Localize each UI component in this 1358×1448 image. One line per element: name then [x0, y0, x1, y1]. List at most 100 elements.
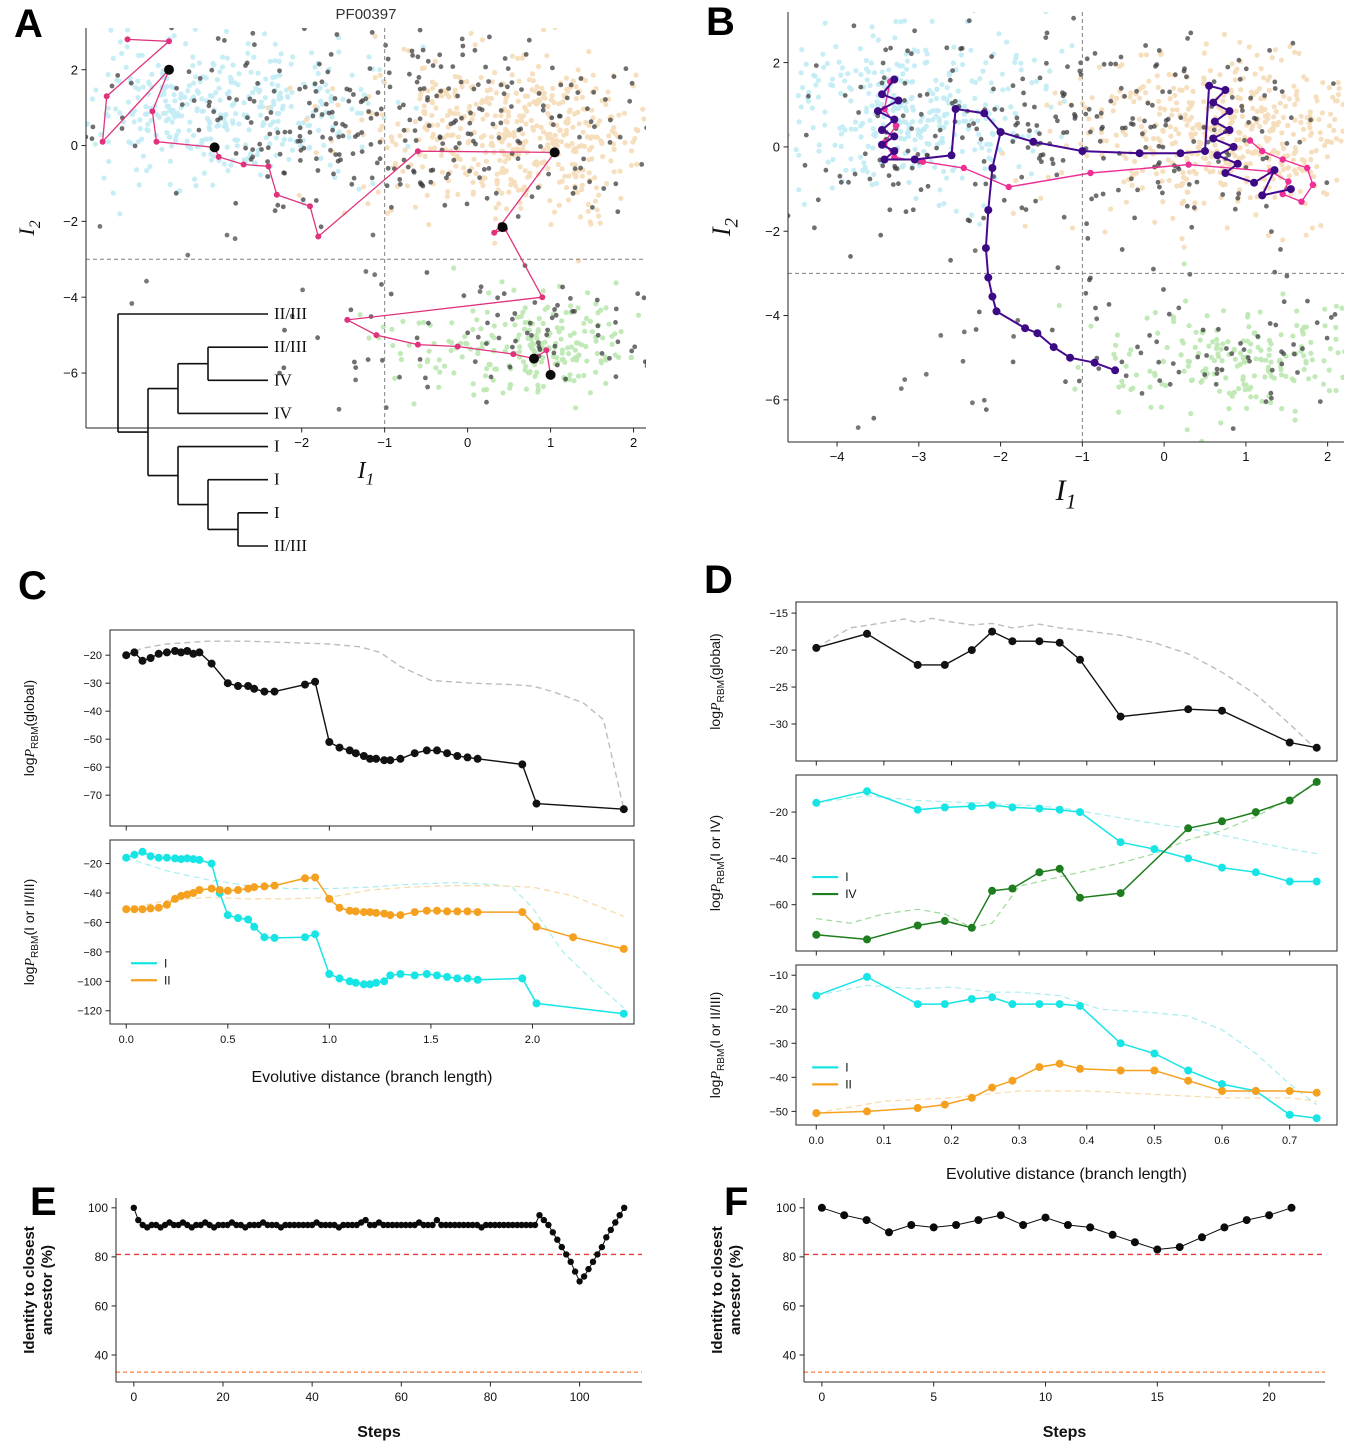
cluster-natural-gray-bottom: [277, 270, 646, 410]
svg-text:0: 0: [1161, 449, 1168, 464]
svg-text:−1: −1: [377, 435, 392, 450]
chart-f: 0 5 10 15 20 40 60 80 100 Steps Identity to closes…: [709, 1198, 1325, 1441]
svg-text:IV: IV: [274, 370, 293, 389]
svg-text:Steps: Steps: [1043, 1424, 1087, 1441]
svg-text:−40: −40: [83, 888, 102, 900]
series-logp-II: [812, 1059, 1321, 1118]
svg-text:2.0: 2.0: [525, 1034, 540, 1046]
cluster-family-I: [265, 28, 646, 264]
panel-e-letter: E: [30, 1180, 57, 1224]
series-II-reference-dashed: [816, 1090, 1317, 1114]
plot-area: [122, 847, 628, 1018]
svg-text:60: 60: [95, 1299, 109, 1313]
svg-text:40: 40: [95, 1348, 109, 1362]
cluster-family-II-III: [86, 28, 426, 217]
series-IV-reference-dashed: [816, 783, 1317, 929]
svg-text:80: 80: [484, 1390, 498, 1404]
series-logp-IV: [812, 777, 1321, 944]
svg-text:−25: −25: [769, 682, 788, 694]
legend: III: [130, 956, 171, 987]
series-evolutive-path-purple-main: [873, 75, 1295, 200]
svg-text:0: 0: [464, 435, 471, 450]
svg-text:−4: −4: [830, 449, 845, 464]
svg-text:−3: −3: [911, 449, 926, 464]
svg-text:I2: I2: [14, 220, 44, 236]
cluster-family-IV: [357, 265, 642, 411]
ancestor-points-black: [164, 64, 560, 380]
series-evolutive-path-purple-branch: [981, 128, 1120, 375]
svg-text:IV: IV: [845, 887, 856, 901]
panel-a-latent-scatter: −2 −1 0 1 2 2 0 −2 −4 −6 PF00397 I1 I2 II/III II/III IV…: [6, 2, 658, 562]
panel-c-letter: C: [18, 564, 47, 608]
svg-text:40: 40: [305, 1390, 319, 1404]
svg-text:−1: −1: [1075, 449, 1090, 464]
svg-text:−60: −60: [83, 762, 102, 774]
svg-text:I1: I1: [357, 458, 375, 489]
svg-text:−2: −2: [993, 449, 1008, 464]
svg-text:−40: −40: [83, 706, 102, 718]
chart-d-sub0: −15 −20 −25 −30 logPRBM(global): [707, 601, 1338, 766]
svg-text:I: I: [845, 1060, 848, 1074]
svg-text:logPRBM(global): logPRBM(global): [707, 633, 727, 729]
svg-text:−4: −4: [63, 290, 78, 305]
chart-a: −2 −1 0 1 2 2 0 −2 −4 −6 PF00397 I1 I2 II/III II/III IV…: [14, 6, 646, 555]
cluster-natural-gray-top: [788, 12, 1336, 277]
cluster-natural-gray-sparse: [855, 248, 1021, 430]
svg-text:40: 40: [783, 1348, 797, 1362]
svg-text:1: 1: [547, 435, 554, 450]
svg-text:20: 20: [1262, 1390, 1276, 1404]
svg-text:1.5: 1.5: [423, 1034, 438, 1046]
svg-text:−20: −20: [769, 645, 788, 657]
plot-area: [788, 12, 1344, 442]
svg-text:0: 0: [71, 138, 78, 153]
panel-f-identity-plot: 0 5 10 15 20 40 60 80 100 Steps Identity to closes…: [700, 1186, 1355, 1444]
panel-f-letter: F: [724, 1180, 749, 1224]
svg-text:ancestor (%): ancestor (%): [39, 1245, 56, 1335]
svg-text:I: I: [845, 870, 848, 884]
plot-area: [812, 972, 1321, 1123]
series-logp-global: [812, 627, 1321, 752]
chart-b: −4 −3 −2 −1 0 1 2 2 0 −2 −4 −6 I1 I2: [707, 12, 1344, 513]
svg-text:0.5: 0.5: [220, 1034, 235, 1046]
svg-text:5: 5: [930, 1390, 937, 1404]
svg-text:0.0: 0.0: [119, 1034, 134, 1046]
svg-text:0.3: 0.3: [1012, 1135, 1027, 1147]
svg-text:I2: I2: [707, 218, 742, 237]
svg-text:−50: −50: [769, 1106, 788, 1118]
svg-text:0.2: 0.2: [944, 1135, 959, 1147]
svg-text:1: 1: [1242, 449, 1249, 464]
svg-text:0.7: 0.7: [1282, 1135, 1297, 1147]
svg-text:0.0: 0.0: [809, 1135, 824, 1147]
axes: 0 5 10 15 20 40 60 80 100: [776, 1198, 1325, 1404]
svg-text:0.1: 0.1: [876, 1135, 891, 1147]
panel-b-letter: B: [706, 0, 735, 44]
svg-text:II/III: II/III: [274, 536, 307, 555]
svg-text:Evolutive distance (branch len: Evolutive distance (branch length): [946, 1166, 1187, 1183]
svg-text:60: 60: [395, 1390, 409, 1404]
axes: 0.0 0.5 1.0 1.5 2.0 −20 −40 −60 −80 −100 −120: [77, 839, 635, 1046]
plot-area: [804, 1203, 1325, 1373]
svg-text:−50: −50: [83, 734, 102, 746]
series-I-reference-dashed: [126, 857, 625, 1009]
plot-area: [122, 640, 628, 814]
plot-area: [812, 777, 1321, 944]
series-II-reference-dashed: [126, 884, 625, 918]
series-identity-series: [130, 1204, 628, 1285]
plot-area: [86, 28, 646, 428]
svg-text:15: 15: [1151, 1390, 1165, 1404]
svg-text:ancestor (%): ancestor (%): [727, 1245, 744, 1335]
svg-text:I: I: [274, 437, 280, 456]
svg-text:−10: −10: [769, 970, 788, 982]
panel-a-letter: A: [14, 2, 43, 46]
svg-text:PF00397: PF00397: [336, 6, 397, 23]
series-logp-global: [122, 647, 628, 814]
svg-text:−80: −80: [83, 947, 102, 959]
svg-text:−15: −15: [769, 608, 788, 620]
svg-text:−20: −20: [769, 1004, 788, 1016]
svg-text:20: 20: [216, 1390, 230, 1404]
svg-text:−40: −40: [769, 853, 788, 865]
svg-text:−6: −6: [765, 393, 780, 408]
svg-text:2: 2: [773, 55, 780, 70]
svg-text:−20: −20: [83, 650, 102, 662]
